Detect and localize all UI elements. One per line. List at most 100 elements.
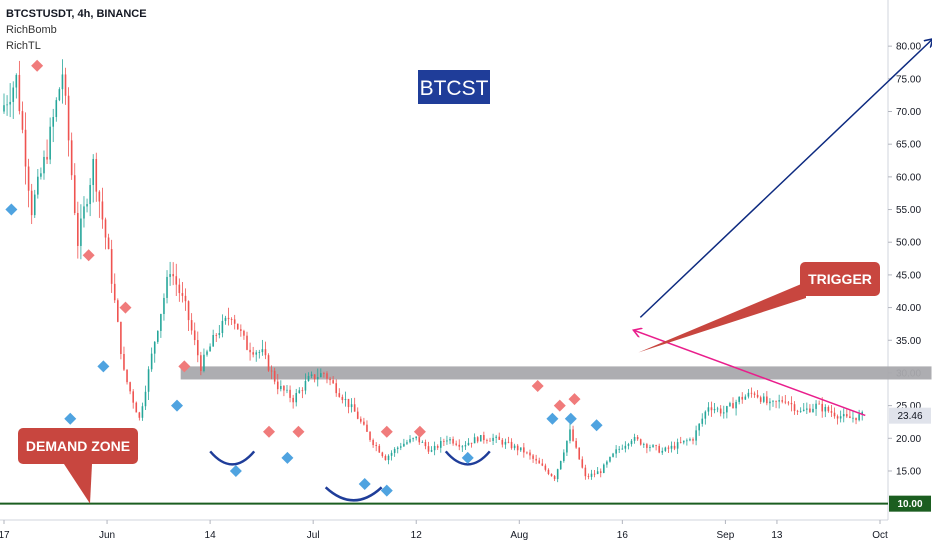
candle-body <box>526 452 528 454</box>
candle-body <box>83 206 85 219</box>
candle-body <box>815 403 817 409</box>
candle-body <box>710 407 713 411</box>
x-tick-label: Aug <box>510 530 528 541</box>
candle-body <box>117 300 119 322</box>
candle-body <box>612 453 614 457</box>
candle-body <box>639 439 642 445</box>
candle-body <box>476 437 479 442</box>
bullish-signal-marker <box>281 451 294 464</box>
candle-body <box>686 440 688 442</box>
trigger-label-pointer <box>638 282 806 353</box>
indicator-label[interactable]: RichBomb <box>6 24 57 36</box>
candle-body <box>141 406 144 418</box>
candle-body <box>766 396 768 404</box>
candle-body <box>209 346 211 352</box>
candle-body <box>40 173 42 177</box>
candle-body <box>375 445 377 446</box>
trigger-arrow <box>634 330 866 417</box>
candle-body <box>704 411 707 419</box>
candle-body <box>784 401 787 403</box>
candle-body <box>470 442 473 444</box>
candle-body <box>523 447 525 453</box>
candle-body <box>618 448 620 450</box>
candle-body <box>203 354 205 371</box>
bullish-signal-marker <box>590 419 603 432</box>
candle-body <box>418 436 421 443</box>
candle-body <box>424 442 427 447</box>
y-tick-label: 70.00 <box>896 107 921 118</box>
candle-body <box>421 442 424 443</box>
candle-body <box>646 444 648 448</box>
candle-body <box>726 406 728 413</box>
candle-body <box>289 389 291 398</box>
candle-body <box>356 411 359 419</box>
candle-body <box>298 390 301 394</box>
candle-body <box>544 465 547 470</box>
candle-body <box>227 317 230 320</box>
candle-body <box>381 452 384 457</box>
candle-body <box>842 414 845 417</box>
candle-body <box>190 320 193 331</box>
candle-body <box>258 352 261 353</box>
bearish-signal-marker <box>263 425 276 438</box>
demand-zone-label-box <box>18 428 138 464</box>
candle-body <box>790 402 793 405</box>
candle-body <box>55 100 58 118</box>
candle-body <box>682 440 685 443</box>
candle-body <box>292 397 294 403</box>
bearish-signal-marker <box>413 425 426 438</box>
candle-body <box>732 403 734 409</box>
candle-body <box>541 463 544 466</box>
bullish-signal-marker <box>170 399 183 412</box>
candle-body <box>406 442 408 444</box>
cup-curve <box>324 486 383 502</box>
y-tick-label: 20.00 <box>896 434 921 445</box>
candle-body <box>486 440 488 441</box>
indicator-label[interactable]: RichTL <box>6 40 41 52</box>
chart-title: BTCST <box>420 77 489 100</box>
candle-body <box>129 382 131 392</box>
candle-body <box>390 452 393 456</box>
candle-body <box>556 469 559 480</box>
candle-body <box>449 439 451 441</box>
chart-title-box <box>418 70 490 104</box>
candle-body <box>160 314 162 331</box>
candle-body <box>89 185 91 205</box>
bearish-signal-marker <box>178 360 191 373</box>
bullish-signal-marker <box>546 412 559 425</box>
bullish-signal-marker <box>564 412 577 425</box>
cup-curve <box>209 450 256 466</box>
candle-body <box>335 383 338 394</box>
candle-body <box>350 404 353 408</box>
candle-body <box>64 74 67 96</box>
bullish-signal-marker <box>229 464 242 477</box>
candle-body <box>393 449 396 453</box>
candle-body <box>836 416 839 419</box>
candle-body <box>781 400 784 402</box>
candle-body <box>178 284 181 294</box>
candle-body <box>9 101 11 105</box>
y-tick-label: 25.00 <box>896 401 921 412</box>
candle-body <box>255 352 258 355</box>
candle-body <box>273 370 276 382</box>
candle-body <box>196 340 199 356</box>
symbol-label[interactable]: BTCSTUSDT, 4h, BINANCE <box>6 8 147 20</box>
x-tick-label: 16 <box>617 530 629 541</box>
candle-body <box>621 448 624 450</box>
candle-body <box>344 398 347 401</box>
candle-body <box>49 126 51 160</box>
candle-body <box>384 456 387 461</box>
candle-body <box>215 335 218 336</box>
candle-body <box>415 436 417 439</box>
candle-body <box>455 443 457 445</box>
candle-body <box>756 394 759 398</box>
candle-body <box>824 406 827 412</box>
candle-body <box>664 447 667 451</box>
candle-body <box>329 378 331 381</box>
demand-zone-label-text: DEMAND ZONE <box>26 438 130 454</box>
candle-body <box>6 104 8 106</box>
candle-body <box>110 249 113 284</box>
candle-body <box>538 460 541 464</box>
candle-body <box>147 369 150 392</box>
